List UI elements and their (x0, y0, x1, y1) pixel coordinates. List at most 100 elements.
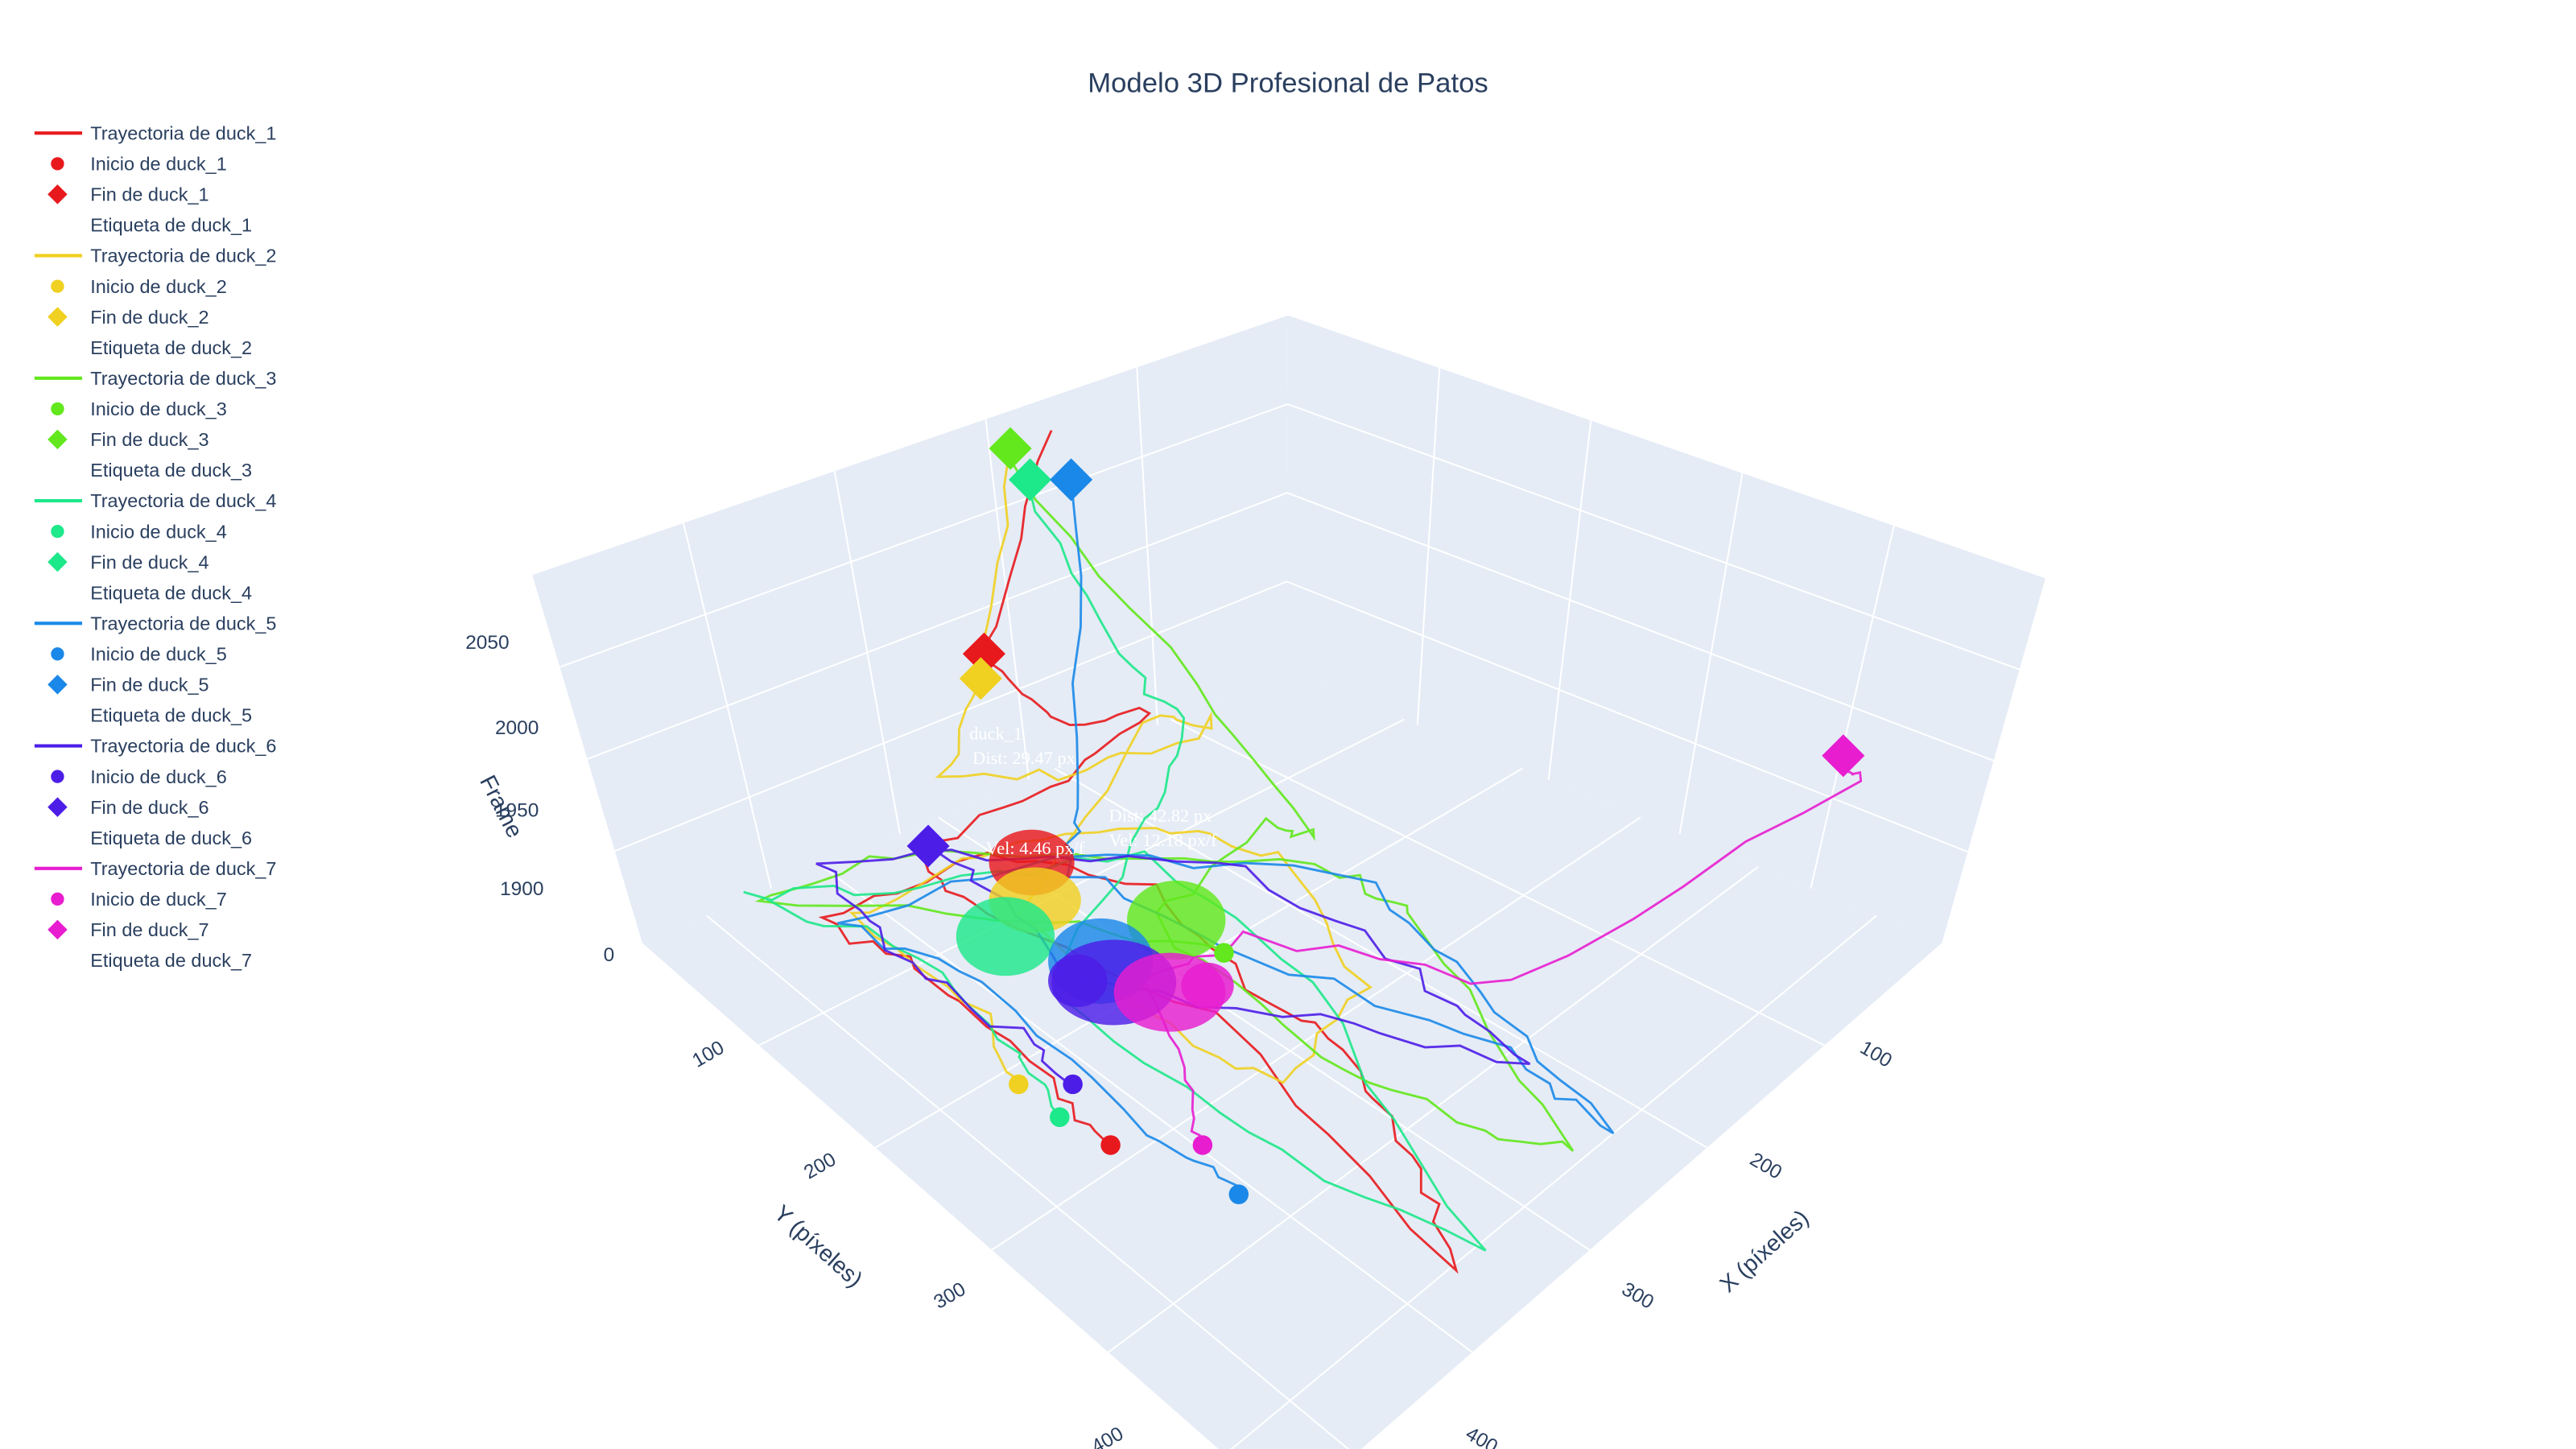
legend-label: Etiqueta de duck_2 (90, 337, 252, 358)
legend-item-tag-duck_6[interactable]: Etiqueta de duck_6 (90, 828, 252, 848)
x-axis-title: X (píxeles) (1715, 1205, 1814, 1298)
legend-item-trajectory-duck_4[interactable]: Trayectoria de duck_4 (34, 490, 277, 511)
legend-item-end-duck_7[interactable]: Fin de duck_7 (47, 919, 209, 940)
legend-item-tag-duck_4[interactable]: Etiqueta de duck_4 (90, 582, 252, 603)
legend-item-end-duck_6[interactable]: Fin de duck_6 (47, 797, 209, 818)
end-marker-duck_2 (959, 657, 1002, 700)
legend-item-trajectory-duck_7[interactable]: Trayectoria de duck_7 (34, 858, 277, 879)
legend-item-end-duck_1[interactable]: Fin de duck_1 (47, 184, 209, 205)
legend-item-trajectory-duck_2[interactable]: Trayectoria de duck_2 (34, 246, 277, 266)
floor-grid-line (822, 865, 1473, 1353)
floor-pane (642, 670, 1942, 1449)
legend-label: Trayectoria de duck_5 (90, 613, 276, 634)
legend-label: Trayectoria de duck_7 (90, 858, 276, 879)
floating-label: Vel: 4.46 px/f (985, 838, 1084, 858)
start-marker-duck_4 (1050, 1107, 1070, 1127)
end-marker-duck_5 (1050, 458, 1093, 502)
legend-item-tag-duck_1[interactable]: Etiqueta de duck_1 (90, 215, 252, 236)
legend-item-start-duck_7[interactable]: Inicio de duck_7 (51, 889, 227, 910)
legend-circle-swatch (51, 770, 64, 783)
legend-item-end-duck_2[interactable]: Fin de duck_2 (47, 307, 209, 328)
legend-label: Trayectoria de duck_2 (90, 246, 276, 266)
y-axis-title: Y (píxeles) (769, 1200, 867, 1293)
legend-item-end-duck_3[interactable]: Fin de duck_3 (47, 429, 209, 450)
legend-item-start-duck_5[interactable]: Inicio de duck_5 (51, 644, 227, 665)
legend-label: Etiqueta de duck_3 (90, 460, 252, 481)
legend-diamond-swatch (47, 919, 68, 940)
z-tick-label: 0 (604, 944, 615, 966)
legend-label: Trayectoria de duck_1 (90, 122, 276, 143)
legend-circle-swatch (51, 157, 64, 171)
legend-circle-swatch (51, 402, 64, 416)
start-marker-duck_2 (1009, 1074, 1029, 1095)
trajectory-duck_7 (1141, 755, 1863, 1151)
chart-title: Modelo 3D Profesional de Patos (1088, 68, 1488, 98)
legend-diamond-swatch (47, 551, 68, 572)
legend-item-start-duck_6[interactable]: Inicio de duck_6 (51, 766, 227, 787)
legend-item-tag-duck_2[interactable]: Etiqueta de duck_2 (90, 337, 252, 358)
floor-grid-line (1230, 914, 1877, 1449)
legend-item-trajectory-duck_1[interactable]: Trayectoria de duck_1 (34, 122, 277, 143)
end-marker-duck_7 (1822, 734, 1865, 778)
legend-circle-swatch (51, 279, 64, 293)
legend-item-trajectory-duck_6[interactable]: Trayectoria de duck_6 (34, 736, 277, 757)
x-tick-label: 400 (1462, 1423, 1501, 1449)
legend-label: Fin de duck_6 (90, 797, 208, 818)
legend-item-trajectory-duck_3[interactable]: Trayectoria de duck_3 (34, 368, 277, 389)
floating-label: Dist: 42.82 px (1109, 805, 1212, 825)
legend-label: Trayectoria de duck_3 (90, 368, 276, 389)
legend-label: Fin de duck_4 (90, 551, 208, 572)
legend-label: Inicio de duck_2 (90, 276, 226, 297)
legend-label: Inicio de duck_6 (90, 766, 226, 787)
floating-label: Vel: 12.18 px/f (1109, 830, 1218, 850)
trajectory-duck_4 (743, 476, 1487, 1252)
z-grid-line (614, 580, 1968, 853)
floating-label: duck_1 (969, 723, 1022, 743)
legend-label: Fin de duck_7 (90, 919, 208, 940)
legend-item-tag-duck_5[interactable]: Etiqueta de duck_5 (90, 705, 252, 726)
legend-item-start-duck_1[interactable]: Inicio de duck_1 (51, 154, 227, 175)
legend-item-end-duck_5[interactable]: Fin de duck_5 (47, 675, 209, 696)
floating-label: Dist: 29.47 px (972, 748, 1075, 768)
legend-item-start-duck_2[interactable]: Inicio de duck_2 (51, 276, 227, 297)
floor-grid-line (706, 914, 1350, 1449)
legend-label: Trayectoria de duck_4 (90, 490, 276, 511)
legend-label: Etiqueta de duck_4 (90, 582, 252, 603)
legend-diamond-swatch (47, 675, 68, 695)
legend-label: Fin de duck_1 (90, 184, 208, 205)
legend-label: Inicio de duck_1 (90, 154, 226, 175)
legend-item-start-duck_4[interactable]: Inicio de duck_4 (51, 521, 227, 542)
start-marker-duck_1 (1100, 1135, 1121, 1155)
x-tick-label: 200 (1746, 1149, 1785, 1184)
legend-item-end-duck_4[interactable]: Fin de duck_4 (47, 551, 209, 572)
body-duck_3 (1127, 880, 1226, 960)
legend-label: Etiqueta de duck_5 (90, 705, 252, 726)
start-marker-duck_5 (1228, 1184, 1249, 1204)
legend-label: Fin de duck_2 (90, 307, 208, 328)
legend-diamond-swatch (47, 797, 68, 817)
legend-label: Inicio de duck_7 (90, 889, 226, 910)
legend-item-tag-duck_3[interactable]: Etiqueta de duck_3 (90, 460, 252, 481)
x-tick-label: 100 (1856, 1037, 1896, 1072)
legend[interactable]: Trayectoria de duck_1 Inicio de duck_1 Fin… (34, 122, 277, 971)
y-tick-label: 200 (800, 1149, 840, 1184)
legend-item-trajectory-duck_5[interactable]: Trayectoria de duck_5 (34, 613, 277, 634)
y-tick-label: 400 (1088, 1423, 1127, 1449)
z-tick-label: 2050 (465, 632, 509, 654)
x-tick-label: 300 (1618, 1278, 1657, 1314)
start-marker-duck_3 (1214, 943, 1234, 963)
y-tick-label: 100 (688, 1037, 728, 1072)
plot-scene[interactable]: 0 1900 1950 2000 2050 100 200 300 400 100 200 300 40… (465, 315, 2046, 1449)
legend-label: Inicio de duck_5 (90, 644, 226, 665)
legend-item-tag-duck_7[interactable]: Etiqueta de duck_7 (90, 950, 252, 971)
legend-circle-swatch (51, 524, 64, 539)
legend-diamond-swatch (47, 307, 68, 327)
legend-diamond-swatch (47, 184, 68, 204)
legend-label: Etiqueta de duck_6 (90, 828, 252, 848)
z-tick-label: 1950 (495, 799, 539, 821)
legend-label: Inicio de duck_4 (90, 521, 226, 542)
legend-item-start-duck_3[interactable]: Inicio de duck_3 (51, 398, 227, 419)
y-tick-label: 300 (930, 1278, 969, 1314)
start-marker-duck_6 (1063, 1074, 1083, 1095)
